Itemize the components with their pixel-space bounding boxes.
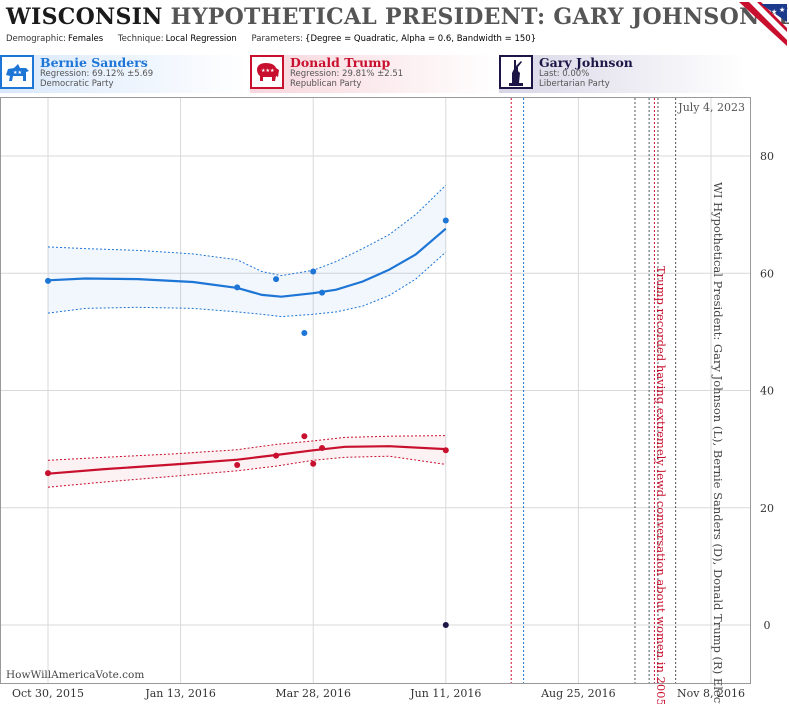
y-tick-label: 60 [760,267,774,280]
elephant-icon: ★★★ [250,55,284,89]
y-tick-label: 40 [760,385,774,398]
x-tick-label: Mar 28, 2016 [275,687,351,700]
flag-logo-icon: ★ ★ [739,2,787,46]
candidate-name: Gary Johnson [539,55,633,70]
confidence-bands [47,184,447,488]
data-point [45,470,51,477]
grid-lines [0,98,750,683]
watermark-text: HowWillAmericaVote.com [6,669,144,681]
confidence-band-lower [47,455,446,488]
candidate-party: Libertarian Party [539,79,610,89]
param-key-parameters: Parameters: [251,34,304,44]
x-tick-label: Oct 30, 2015 [12,687,84,700]
data-point [301,330,308,337]
param-value-parameters: {Degree = Quadratic, Alpha = 0.6, Bandwi… [305,34,537,44]
param-key-demographic: Demographic: [6,34,67,44]
x-tick-label: Nov 8, 2016 [677,687,745,700]
confidence-band-fill [48,435,446,488]
candidate-party: Democratic Party [40,79,114,89]
candidate-party: Republican Party [290,79,362,89]
data-point [234,284,241,291]
data-point [319,289,326,296]
donkey-icon: ★★ [0,55,34,89]
data-point [442,622,449,628]
confidence-band-lower [47,251,447,318]
candidate-regression: Regression: 69.12% ±5.69 [40,69,154,79]
svg-text:★: ★ [779,6,785,14]
y-axis: 0 20 40 60 80 [760,150,774,632]
param-value-technique: Local Regression [165,34,237,44]
event-lines [510,98,677,683]
chart-header: WISCONSIN HYPOTHETICAL PRESIDENT: GARY J… [0,0,789,50]
liberty-statue-icon [499,55,533,89]
parameters-line: Demographic: Females Technique: Local Regr… [6,34,548,44]
svg-text:★: ★ [771,8,777,16]
candidate-card-johnson: Gary Johnson Last: 0.00% Libertarian Par… [499,55,747,93]
y-tick-label: 20 [760,502,774,515]
data-point [273,452,280,459]
title-rest: HYPOTHETICAL PRESIDENT: GARY JOHNSON (L)… [170,4,789,30]
data-point [273,276,280,283]
data-point [234,461,241,468]
chart-date-label: July 4, 2023 [677,101,745,114]
svg-text:★★: ★★ [13,70,22,76]
data-point [310,268,317,275]
data-point [301,433,308,440]
y-tick-label: 0 [764,619,771,632]
confidence-band-fill [48,185,446,317]
confidence-band-upper [47,435,446,461]
event-annotation: Trump recorded having extremely lewd con… [654,266,668,704]
x-tick-label: Aug 25, 2016 [540,687,616,700]
data-point [442,447,449,454]
title-state: WISCONSIN [6,4,163,30]
x-axis: Oct 30, 2015 Jan 13, 2016 Mar 28, 2016 Jun … [12,687,745,700]
x-tick-label: Jun 11, 2016 [409,687,481,700]
chart-vertical-title: WI Hypothetical President: Gary Johnson … [711,182,725,704]
candidate-card-sanders: ★★ Bernie Sanders Regression: 69.12% ±5.… [0,55,248,93]
candidate-regression: Last: 0.00% [539,69,590,79]
data-points [45,217,449,628]
data-point [319,444,326,451]
candidate-name: Donald Trump [290,55,391,70]
candidate-regression: Regression: 29.81% ±2.51 [290,69,404,79]
param-value-demographic: Females [68,34,104,44]
data-point [442,217,449,224]
trend-line [47,227,447,298]
confidence-band-upper [47,184,447,277]
candidate-card-trump: ★★★ Donald Trump Regression: 29.81% ±2.5… [250,55,498,93]
candidate-name: Bernie Sanders [40,55,148,70]
data-point [310,460,317,467]
plot-frame [0,97,751,684]
y-tick-label: 80 [760,150,774,163]
chart-title: WISCONSIN HYPOTHETICAL PRESIDENT: GARY J… [6,4,789,30]
param-key-technique: Technique: [117,34,164,44]
x-tick-label: Jan 13, 2016 [144,687,216,700]
svg-text:★★★: ★★★ [261,68,275,74]
data-point [45,277,51,284]
